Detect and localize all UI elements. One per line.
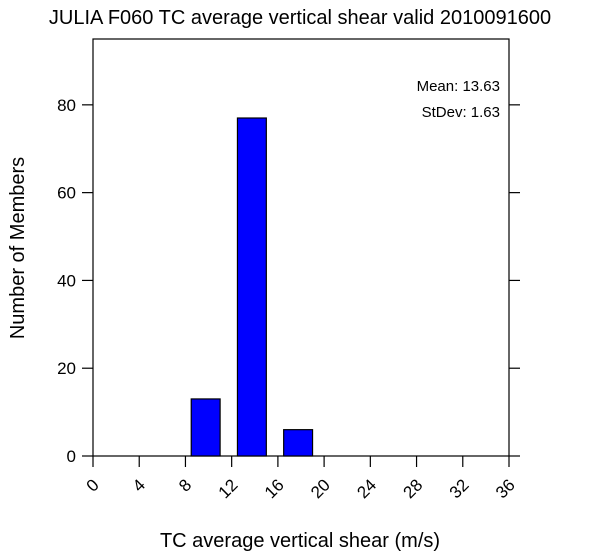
x-tick-label-6: 24 xyxy=(353,475,380,502)
chart-title: JULIA F060 TC average vertical shear val… xyxy=(49,7,551,29)
plot-frame xyxy=(92,38,510,457)
bar-0 xyxy=(190,398,221,457)
bar-2 xyxy=(283,429,314,457)
x-tick-label-8: 32 xyxy=(446,475,473,502)
x-tick-label-0: 0 xyxy=(83,475,103,495)
x-tick-label-9: 36 xyxy=(492,475,519,502)
y-tick-label-1: 20 xyxy=(57,359,76,378)
y-axis: 0 20 40 60 80 xyxy=(57,96,520,466)
x-tick-label-2: 8 xyxy=(175,475,195,495)
bars-group xyxy=(190,117,314,457)
y-tick-label-3: 60 xyxy=(57,184,76,203)
y-axis-label: Number of Members xyxy=(7,157,29,339)
x-tick-label-5: 20 xyxy=(307,475,334,502)
y-tick-label-4: 80 xyxy=(57,96,76,115)
x-axis: 0 4 8 12 16 20 24 28 32 36 xyxy=(83,456,519,502)
stat-mean: Mean: 13.63 xyxy=(417,78,500,95)
x-axis-label: TC average vertical shear (m/s) xyxy=(160,530,440,552)
stat-stdev: StDev: 1.63 xyxy=(422,104,500,121)
bar-1 xyxy=(236,117,267,457)
x-tick-label-7: 28 xyxy=(400,475,427,502)
x-tick-label-1: 4 xyxy=(129,475,149,495)
x-tick-label-4: 16 xyxy=(261,475,288,502)
y-tick-label-2: 40 xyxy=(57,271,76,290)
y-tick-label-0: 0 xyxy=(67,447,76,466)
x-tick-label-3: 12 xyxy=(215,475,242,502)
